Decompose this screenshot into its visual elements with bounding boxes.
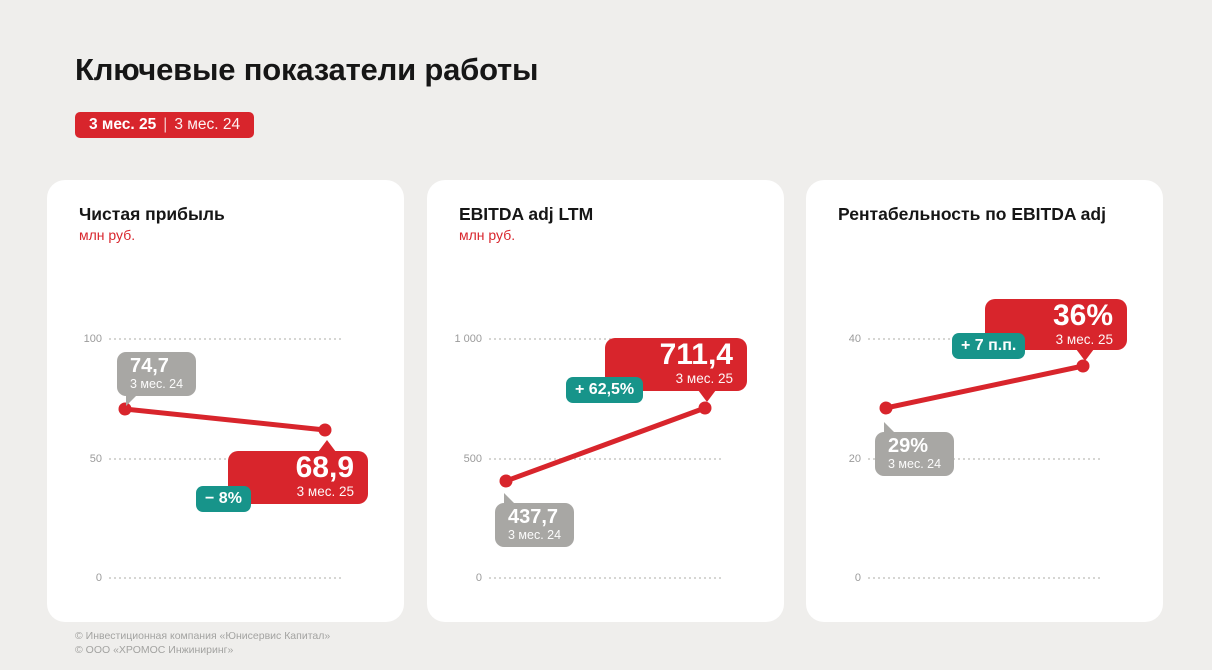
page-title: Ключевые показатели работы xyxy=(75,52,539,87)
callout-previous-value: 437,7 3 мес. 24 xyxy=(495,493,575,547)
gridline xyxy=(489,338,723,340)
gridline xyxy=(489,577,723,579)
callout-current-value: 68,9 3 мес. 25 xyxy=(228,440,368,504)
period-current: 3 мес. 25 xyxy=(89,116,157,133)
copyright-line: © Инвестиционная компания «Юнисервис Кап… xyxy=(75,630,331,642)
current-value: 711,4 xyxy=(659,338,733,371)
callout-tail xyxy=(504,493,515,504)
current-value: 68,9 xyxy=(295,451,354,484)
card-net-profit: Чистая прибыль млн руб. 100 50 0 74,7 3 … xyxy=(47,180,404,622)
previous-value: 74,7 xyxy=(130,355,169,377)
card-title: EBITDA adj LTM xyxy=(459,204,594,224)
callout-previous-value: 74,7 3 мес. 24 xyxy=(117,352,197,406)
y-axis-tick: 1 000 xyxy=(454,333,482,345)
previous-period-label: 3 мес. 24 xyxy=(508,528,562,542)
y-axis-tick: 40 xyxy=(848,333,861,345)
y-axis-tick: 0 xyxy=(475,572,482,584)
previous-value: 437,7 xyxy=(508,506,559,528)
callout-tail xyxy=(698,390,716,402)
gridline xyxy=(109,338,343,340)
current-value: 36% xyxy=(1052,299,1113,332)
card-unit: млн руб. xyxy=(459,227,516,243)
period-badge: 3 мес. 25 | 3 мес. 24 xyxy=(75,112,255,138)
card-title: Чистая прибыль xyxy=(79,204,225,224)
callout-tail xyxy=(126,395,137,406)
change-badge: + 62,5% xyxy=(566,377,644,403)
y-axis-tick: 50 xyxy=(89,453,102,465)
period-previous: 3 мес. 24 xyxy=(174,116,241,133)
current-period-label: 3 мес. 25 xyxy=(1055,332,1113,347)
previous-period-label: 3 мес. 24 xyxy=(130,377,184,391)
change-badge: + 7 п.п. xyxy=(952,333,1026,359)
gridline xyxy=(109,577,343,579)
gridline xyxy=(868,577,1102,579)
change-badge: − 8% xyxy=(196,486,251,512)
gridline xyxy=(868,458,1102,460)
callout-tail xyxy=(318,440,336,452)
previous-value: 29% xyxy=(888,435,929,457)
copyright-footer: © Инвестиционная компания «Юнисервис Кап… xyxy=(75,629,330,657)
callout-tail xyxy=(884,422,895,433)
y-axis-tick: 0 xyxy=(95,572,102,584)
line-chart xyxy=(118,402,332,437)
copyright-line: © ООО «ХРОМОС Инжиниринг» xyxy=(75,644,234,656)
gridline xyxy=(109,458,343,460)
card-ebitda-margin: Рентабельность по EBITDA adj 40 20 0 36%… xyxy=(806,180,1163,622)
y-axis-tick: 500 xyxy=(463,453,482,465)
callout-current-value: 711,4 3 мес. 25 xyxy=(605,338,747,402)
card-ebitda: EBITDA adj LTM млн руб. 1 000 500 0 711,… xyxy=(427,180,784,622)
y-axis-tick: 0 xyxy=(854,572,861,584)
current-period-label: 3 мес. 25 xyxy=(296,484,354,499)
callout-previous-value: 29% 3 мес. 24 xyxy=(875,422,955,476)
card-title: Рентабельность по EBITDA adj xyxy=(838,204,1106,224)
card-unit: млн руб. xyxy=(79,227,136,243)
y-axis-tick: 20 xyxy=(848,453,861,465)
gridline xyxy=(489,458,723,460)
y-axis-tick: 100 xyxy=(83,333,102,345)
callout-tail xyxy=(1076,349,1094,361)
period-separator: | xyxy=(163,116,168,133)
current-period-label: 3 мес. 25 xyxy=(675,371,733,386)
previous-period-label: 3 мес. 24 xyxy=(888,457,942,471)
line-chart xyxy=(879,359,1090,415)
